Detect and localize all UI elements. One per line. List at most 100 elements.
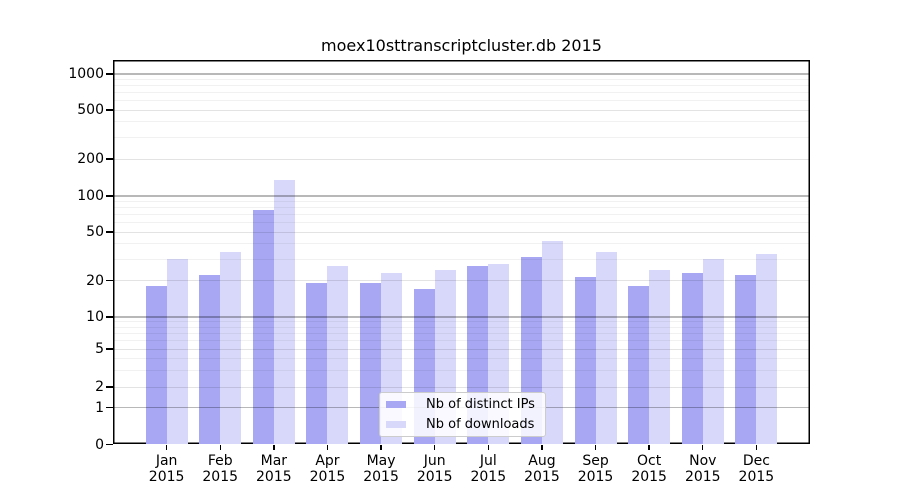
- gridline-y-30: [113, 258, 810, 260]
- x-tick-jan: [165, 444, 168, 450]
- y-tick-label-1: 1: [95, 399, 104, 416]
- x-tick-label-apr: Apr 2015: [309, 452, 346, 485]
- bar-distinct-ips-mar: [252, 210, 274, 444]
- x-tick-may: [380, 444, 382, 450]
- bar-distinct-ips-nov: [681, 272, 703, 444]
- x-tick-label-jan: Jan 2015: [148, 452, 185, 485]
- gridline-y-2: [113, 386, 810, 388]
- gridline-y-20: [113, 280, 810, 281]
- bar-distinct-ips-may: [360, 282, 382, 444]
- x-tick-nov: [702, 444, 704, 450]
- gridline-y-700: [113, 92, 810, 94]
- y-tick-200: [106, 158, 113, 160]
- gridline-y-80: [113, 207, 810, 209]
- x-tick-label-oct: Oct 2015: [631, 452, 667, 485]
- gridline-y-6: [113, 340, 810, 342]
- y-tick-label-100: 100: [77, 188, 104, 204]
- y-tick-label-10: 10: [86, 309, 104, 325]
- legend: Nb of distinct IPs Nb of downloads: [379, 392, 546, 437]
- bar-downloads-feb: [220, 251, 242, 444]
- x-tick-label-mar: Mar 2015: [256, 452, 292, 485]
- gridline-y-900: [113, 78, 810, 80]
- x-tick-label-jul: Jul 2015: [470, 452, 507, 485]
- x-tick-dec: [755, 444, 758, 450]
- y-tick-50: [106, 231, 113, 233]
- gridline-y-90: [113, 200, 810, 202]
- x-tick-apr: [326, 444, 329, 450]
- y-tick-5: [106, 348, 113, 350]
- y-tick-label-20: 20: [86, 272, 104, 289]
- gridline-y-200: [113, 158, 810, 160]
- x-tick-aug: [541, 444, 543, 450]
- y-tick-label-1000: 1000: [68, 66, 104, 82]
- gridline-y-4: [113, 357, 810, 359]
- plot-area: [113, 60, 810, 444]
- x-tick-sep: [594, 444, 597, 450]
- bar-downloads-jan: [166, 258, 188, 444]
- x-tick-label-sep: Sep 2015: [577, 452, 614, 485]
- y-tick-1000: [106, 73, 113, 75]
- x-tick-label-nov: Nov 2015: [684, 452, 721, 485]
- y-tick-10: [106, 316, 113, 318]
- x-tick-feb: [219, 444, 221, 450]
- legend-swatch-downloads: [386, 420, 406, 428]
- y-tick-label-200: 200: [77, 151, 104, 167]
- gridline-y-10: [113, 316, 810, 318]
- bar-downloads-aug: [541, 240, 563, 444]
- gridline-y-3: [113, 369, 810, 371]
- gridline-y-7: [113, 332, 810, 334]
- bar-distinct-ips-feb: [199, 274, 221, 444]
- bar-downloads-mar: [273, 180, 295, 444]
- y-tick-20: [106, 279, 113, 282]
- x-tick-mar: [273, 444, 275, 450]
- bar-downloads-oct: [649, 270, 671, 444]
- gridline-y-70: [113, 214, 810, 216]
- y-tick-label-2: 2: [95, 379, 104, 395]
- x-tick-label-may: May 2015: [363, 452, 399, 485]
- bar-distinct-ips-apr: [306, 282, 328, 444]
- chart-title: moex10sttranscriptcluster.db 2015: [321, 36, 602, 55]
- legend-label-distinct-ips: Nb of distinct IPs: [426, 397, 535, 413]
- x-tick-jun: [433, 444, 436, 450]
- y-tick-label-5: 5: [95, 341, 104, 357]
- gridline-y-300: [113, 136, 810, 138]
- gridline-y-100: [113, 195, 810, 197]
- y-tick-500: [106, 109, 113, 111]
- y-tick-2: [106, 386, 113, 388]
- gridline-y-50: [113, 231, 810, 233]
- y-tick-label-500: 500: [77, 102, 104, 118]
- gridline-y-5: [113, 348, 810, 350]
- gridline-y-800: [113, 85, 810, 87]
- bar-downloads-dec: [756, 253, 778, 444]
- gridline-y-8: [113, 326, 810, 328]
- y-tick-label-0: 0: [95, 436, 104, 453]
- y-tick-label-50: 50: [86, 224, 104, 240]
- x-tick-label-feb: Feb 2015: [202, 452, 239, 485]
- y-tick-100: [106, 195, 113, 197]
- gridline-y-40: [113, 243, 810, 245]
- gridline-y-500: [113, 109, 810, 111]
- gridline-y-60: [113, 222, 810, 224]
- bar-distinct-ips-oct: [628, 285, 650, 444]
- bar-distinct-ips-sep: [574, 277, 596, 444]
- y-tick-1: [106, 407, 113, 409]
- bar-distinct-ips-jan: [145, 285, 167, 444]
- x-tick-oct: [648, 444, 650, 450]
- bar-downloads-apr: [327, 266, 349, 444]
- bar-downloads-nov: [702, 258, 724, 444]
- gridline-y-600: [113, 100, 810, 102]
- x-tick-label-aug: Aug 2015: [524, 452, 560, 485]
- gridline-y-400: [113, 121, 810, 123]
- x-tick-label-dec: Dec 2015: [738, 452, 775, 485]
- gridline-y-9: [113, 321, 810, 323]
- legend-item-distinct-ips: Nb of distinct IPs: [386, 397, 538, 413]
- legend-swatch-distinct-ips: [386, 401, 406, 409]
- legend-item-downloads: Nb of downloads: [386, 417, 538, 433]
- bar-distinct-ips-dec: [735, 274, 757, 444]
- x-tick-label-jun: Jun 2015: [416, 452, 453, 485]
- bar-downloads-sep: [595, 251, 617, 444]
- legend-label-downloads: Nb of downloads: [426, 416, 535, 432]
- y-tick-0: [106, 443, 113, 446]
- x-tick-jul: [487, 444, 489, 450]
